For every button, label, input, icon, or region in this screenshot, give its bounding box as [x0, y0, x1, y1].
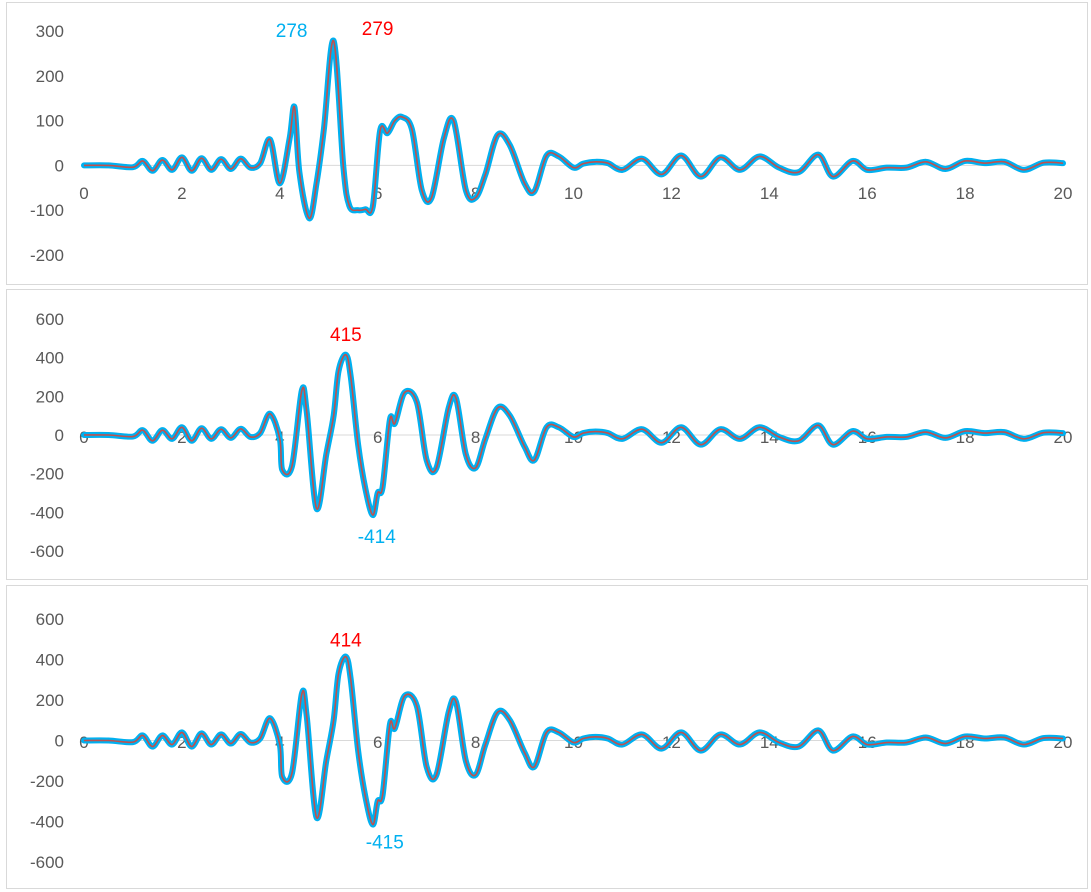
- x-tick-label: 14: [760, 184, 779, 203]
- chart-panel-1: 300 200 100 0 -100 -200 0 2 4 6 8 10 12 14 16 18 20 278 27…: [6, 2, 1088, 285]
- peak-annotation: -414: [358, 527, 396, 548]
- y-tick-label: 200: [36, 67, 64, 86]
- y-tick-label: -600: [30, 853, 64, 872]
- y-tick-label: -600: [30, 542, 64, 561]
- y-tick-label: 600: [36, 310, 64, 329]
- y-tick-label: 400: [36, 651, 64, 670]
- x-tick-label: 8: [471, 428, 480, 447]
- peak-annotation: 414: [330, 631, 362, 652]
- x-tick-label: 2: [177, 184, 186, 203]
- chart-panel-2: 600 400 200 0 -200 -400 -600 0 2 4 6 8 10 12 14 16 18 20 4…: [6, 289, 1088, 580]
- y-tick-label: 0: [55, 426, 64, 445]
- series-line-inner: [83, 353, 1064, 516]
- y-tick-label: 200: [36, 691, 64, 710]
- x-tick-label: 6: [373, 428, 382, 447]
- y-tick-label: 400: [36, 349, 64, 368]
- y-tick-label: -400: [30, 503, 64, 522]
- x-tick-label: 0: [79, 184, 88, 203]
- x-tick-label: 10: [564, 184, 583, 203]
- x-tick-label: 12: [662, 184, 681, 203]
- peak-annotation: 279: [362, 19, 394, 40]
- series-line-inner: [83, 655, 1064, 826]
- y-tick-label: -200: [30, 465, 64, 484]
- x-tick-label: 2: [177, 733, 186, 752]
- x-tick-label: 20: [1054, 184, 1073, 203]
- x-tick-label: 18: [956, 184, 975, 203]
- y-tick-label: -100: [30, 201, 64, 220]
- x-tick-label: 2: [177, 428, 186, 447]
- y-tick-label: 300: [36, 22, 64, 41]
- peak-annotation: -415: [366, 833, 404, 854]
- series-line-inner: [83, 40, 1064, 220]
- x-tick-label: 4: [275, 184, 284, 203]
- x-tick-label: 6: [373, 733, 382, 752]
- y-tick-label: 100: [36, 112, 64, 131]
- peak-annotation: 415: [330, 325, 362, 346]
- x-tick-label: 16: [858, 184, 877, 203]
- x-tick-label: 8: [471, 733, 480, 752]
- y-tick-label: 0: [55, 156, 64, 175]
- y-tick-label: 0: [55, 732, 64, 751]
- x-tick-label: 6: [373, 184, 382, 203]
- series-line-outer: [81, 653, 1066, 828]
- y-tick-label: -200: [30, 772, 64, 791]
- peak-annotation: 278: [276, 21, 308, 42]
- chart-panel-3: 600 400 200 0 -200 -400 -600 0 2 4 6 8 10 12 14 16 18 20 4…: [6, 585, 1088, 889]
- y-tick-label: -400: [30, 813, 64, 832]
- y-tick-label: 200: [36, 387, 64, 406]
- y-tick-label: -200: [30, 246, 64, 265]
- y-tick-label: 600: [36, 610, 64, 629]
